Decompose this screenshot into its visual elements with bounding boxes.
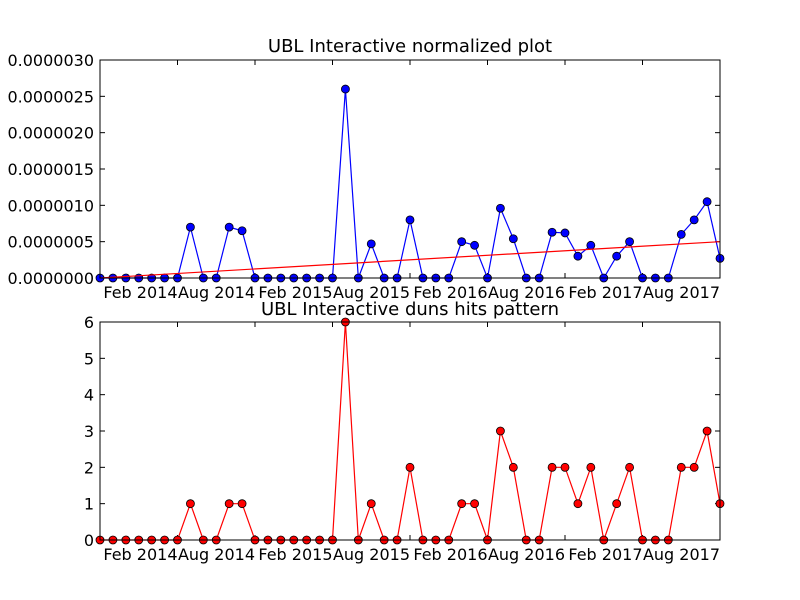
y-tick-label: 5 [84,349,94,368]
x-tick-label: Feb 2015 [258,283,332,302]
x-tick-label: Feb 2014 [103,283,177,302]
data-point [702,197,712,207]
chart-normalized-axes [99,59,721,279]
trend-line [99,241,721,279]
x-tick-label: Feb 2017 [568,283,642,302]
data-point [702,426,712,436]
data-point [341,84,350,94]
data-point [586,462,596,472]
chart-duns-hits-series [95,317,725,545]
y-tick-label: 2 [84,458,94,477]
x-tick-label: Feb 2016 [413,545,487,564]
data-point [676,229,686,239]
y-tick-label: 0.0000005 [7,233,94,252]
data-point [237,226,247,236]
y-tick-label: 0.0000025 [7,87,94,106]
x-tick-label: Aug 2015 [333,283,410,302]
data-point [508,462,518,472]
chart-normalized-ticks: 0.0000000 0.0000005 0.0000010 0.0000015 0.00… [7,51,721,302]
chart-normalized-series [95,84,725,283]
y-tick-label: 0.0000020 [7,124,94,143]
data-point [586,240,596,250]
data-point [366,239,376,249]
data-point [612,499,622,509]
data-point [496,203,505,213]
x-tick-label: Aug 2017 [643,283,720,302]
y-tick-label: 0.0000010 [7,196,94,215]
data-point [625,462,634,472]
x-tick-label: Aug 2015 [333,545,410,564]
x-tick-label: Aug 2014 [178,545,255,564]
y-tick-label: 0.0000015 [7,160,94,179]
data-point [560,462,570,472]
y-tick-label: 4 [84,386,94,405]
chart-normalized: UBL Interactive normalized plot 0.000000… [7,36,725,302]
data-point [470,499,479,509]
y-tick-label: 3 [84,422,94,441]
data-point [470,240,479,250]
x-tick-label: Aug 2017 [643,545,720,564]
data-point [689,215,699,225]
x-tick-label: Feb 2014 [103,545,177,564]
y-tick-label: 0.0000000 [7,269,94,288]
series-line [100,321,721,543]
data-point [237,499,247,509]
chart-duns-hits-title: UBL Interactive duns hits pattern [261,299,559,320]
x-tick-label: Aug 2014 [178,283,255,302]
data-point [676,462,686,472]
y-tick-label: 0.0000030 [7,51,94,70]
x-tick-label: Feb 2015 [258,545,332,564]
data-point [547,227,557,237]
data-point [186,222,195,232]
data-point [224,222,234,232]
data-point [457,499,467,509]
x-tick-label: Feb 2017 [568,545,642,564]
data-point [496,426,505,436]
series-line [100,89,721,281]
data-point [405,215,415,225]
chart-normalized-title: UBL Interactive normalized plot [268,36,552,57]
data-point [186,499,195,509]
data-point [405,462,415,472]
chart-duns-hits: UBL Interactive duns hits pattern 0 1 2 3 4 5… [84,299,725,564]
data-point [508,234,518,244]
data-point [224,499,234,509]
data-point [625,237,634,247]
data-point [573,499,583,509]
data-point [547,462,557,472]
data-point [366,499,376,509]
y-tick-label: 0 [84,531,94,550]
x-tick-label: Aug 2016 [488,283,565,302]
y-tick-label: 1 [84,495,94,514]
y-tick-label: 6 [84,313,94,332]
data-point [612,251,622,261]
data-point [573,251,583,261]
x-tick-label: Aug 2016 [488,545,565,564]
data-point [560,228,570,238]
chart-duns-hits-axes [99,321,721,541]
data-point [689,462,699,472]
data-point [457,237,467,247]
x-tick-label: Feb 2016 [413,283,487,302]
